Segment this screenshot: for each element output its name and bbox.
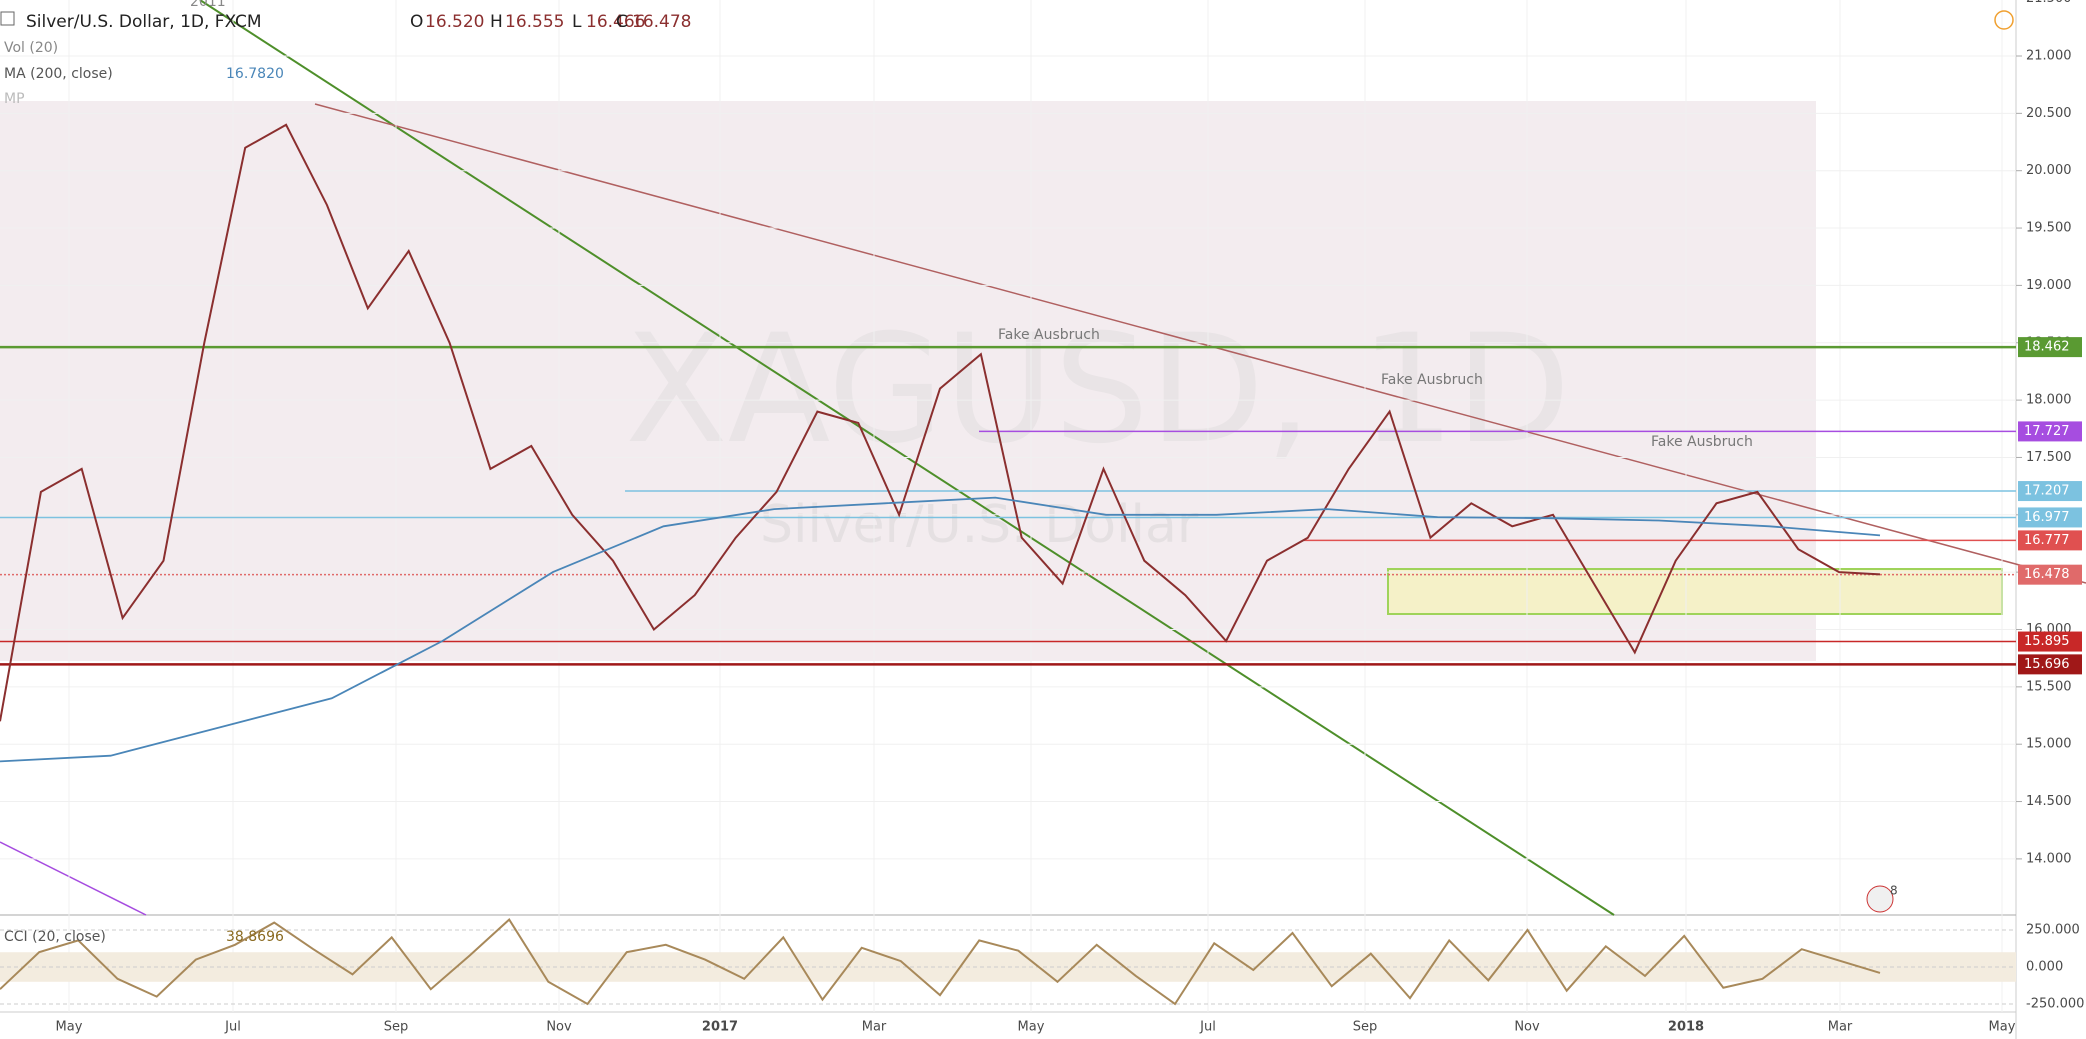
y-tick-label: 0.000 [2026,960,2063,975]
level-tag [2018,507,2082,528]
y-tick-label: 250.000 [2026,923,2080,938]
level-tag [2018,564,2082,585]
y-tick-label: -250.000 [2026,997,2084,1012]
o-label: O [410,12,423,32]
level-tag [2018,654,2082,675]
x-tick-label: Sep [1353,1020,1378,1035]
y-tick-label: 15.500 [2026,679,2072,694]
cci-value: 38.8696 [226,929,284,945]
support-box [1387,568,2003,615]
c-label: C [616,12,628,32]
x-tick-label: May [1989,1020,2016,1035]
x-tick-label: Mar [862,1020,887,1035]
x-tick-label: 2017 [702,1020,738,1035]
o-value: 16.520 [425,12,484,32]
y-tick-label: 21.500 [2026,0,2072,6]
y-tick-label: 14.000 [2026,851,2072,866]
y-tick-label: 21.000 [2026,49,2072,64]
h-value: 16.555 [505,12,564,32]
y-tick-label: 20.000 [2026,163,2072,178]
level-tag [2018,337,2082,358]
h-label: H [490,12,503,32]
level-label: 15.696 [2024,657,2070,672]
y-tick-label: 14.500 [2026,794,2072,809]
level-label: 18.462 [2024,340,2070,355]
level-label: 16.478 [2024,567,2070,582]
trendline [314,103,2086,584]
level-tag [2018,631,2082,652]
x-tick-label: May [1018,1020,1045,1035]
collapse-icon[interactable] [0,11,15,26]
trendline [0,841,147,916]
x-tick-label: Sep [384,1020,409,1035]
l-value: 16.466 [586,12,645,32]
x-tick-label: 2018 [1668,1020,1704,1035]
symbol: Silver/U.S. Dollar, 1D, FXCM [26,12,262,32]
mp-label[interactable]: MP [4,91,25,107]
level-label: 17.727 [2024,424,2070,439]
series-line [0,496,1881,763]
x-tick-label: Nov [1514,1020,1540,1035]
series-line [0,918,1881,1006]
shaded-zone [0,101,1816,661]
annotation: Fake Ausbruch [1651,434,1753,450]
y-tick-label: 19.000 [2026,278,2072,293]
flag-count: 8 [1890,884,1898,898]
y-tick-label: 15.000 [2026,737,2072,752]
level-tag [2018,421,2082,442]
x-tick-label: Nov [546,1020,572,1035]
level-label: 16.777 [2024,533,2070,548]
annotation: Fake Ausbruch [1381,372,1483,388]
level-label: 16.977 [2024,510,2070,525]
x-tick-label: Jul [1199,1020,1216,1035]
c-value: 16.478 [632,12,691,32]
level-tag [2018,481,2082,502]
watermark: XAGUSD, 1D [625,303,1571,477]
level-tag [2018,530,2082,551]
level-label: 17.207 [2024,484,2070,499]
alert-icon[interactable] [1994,10,2014,30]
x-tick-label: Mar [1828,1020,1853,1035]
y-tick-label: 18.000 [2026,393,2072,408]
x-tick-label: Jul [224,1020,241,1035]
y-tick-label: 20.500 [2026,106,2072,121]
ma-value: 16.7820 [226,66,284,82]
cci-title: CCI (20, close) [4,929,106,945]
year-label: 2011 [190,0,226,10]
vol-label[interactable]: Vol (20) [4,40,58,56]
series-line [0,123,1881,722]
l-label: L [572,12,582,32]
flag-icon[interactable] [1866,885,1894,913]
level-label: 15.895 [2024,634,2070,649]
ma-label[interactable]: MA (200, close) [4,66,113,82]
x-tick-label: May [56,1020,83,1035]
y-tick-label: 17.500 [2026,450,2072,465]
y-tick-label: 19.500 [2026,221,2072,236]
annotation: Fake Ausbruch [998,327,1100,343]
